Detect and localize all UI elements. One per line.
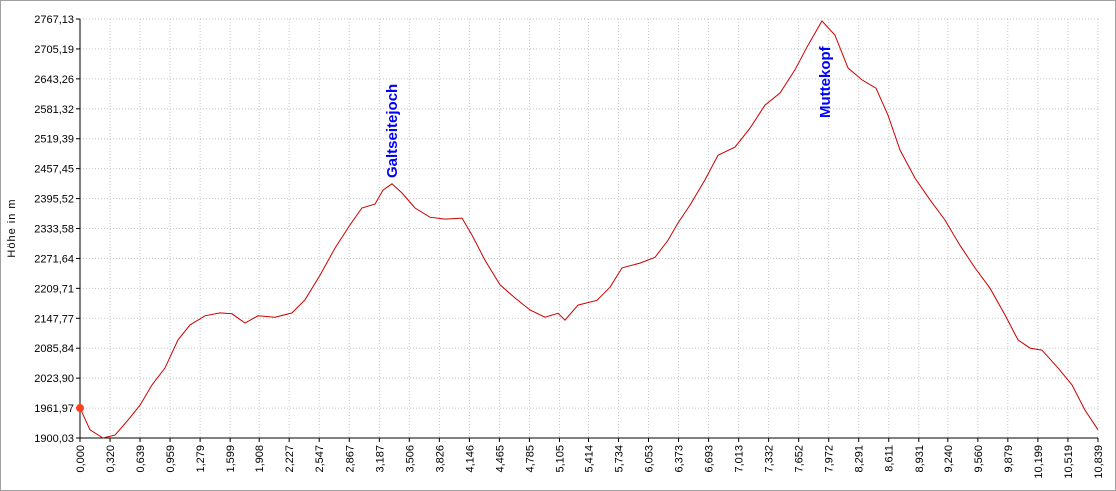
x-tick-label: 0,639 — [135, 445, 147, 473]
x-tick-label: 7,652 — [794, 445, 806, 473]
y-tick-label: 1900,03 — [34, 433, 74, 445]
y-tick-label: 2705,19 — [34, 44, 74, 56]
x-tick-label: 10,519 — [1063, 445, 1075, 479]
y-tick-label: 2767,13 — [34, 14, 74, 26]
y-tick-label: 2333,58 — [34, 224, 74, 236]
x-tick-label: 5,105 — [554, 445, 566, 473]
x-tick-label: 1,599 — [225, 445, 237, 473]
x-tick-label: 8,611 — [884, 445, 896, 472]
elevation-line — [79, 20, 1099, 439]
x-tick-label: 2,227 — [284, 445, 296, 473]
x-tick-label: 6,053 — [643, 445, 655, 473]
x-tick-label: 10,839 — [1093, 445, 1105, 479]
x-tick-label: 1,908 — [254, 445, 266, 473]
x-tick-label: 10,199 — [1033, 445, 1045, 479]
x-tick-label: 3,826 — [434, 445, 446, 473]
y-tick-label: 2023,90 — [34, 373, 74, 385]
x-tick-label: 1,279 — [195, 445, 207, 473]
x-tick-label: 9,560 — [973, 445, 985, 473]
y-tick-label: 2209,71 — [34, 283, 74, 295]
y-tick-label: 2271,64 — [34, 253, 74, 265]
x-tick-label: 0,000 — [75, 445, 87, 473]
peak-annotation: Muttekopf — [817, 45, 834, 118]
x-tick-label: 7,013 — [734, 445, 746, 473]
x-tick-label: 0,959 — [165, 445, 177, 473]
y-tick-label: 2643,26 — [34, 74, 74, 86]
x-tick-label: 2,867 — [344, 445, 356, 473]
x-tick-label: 7,332 — [764, 445, 776, 473]
x-tick-label: 6,693 — [704, 445, 716, 473]
x-tick-label: 3,187 — [374, 445, 386, 473]
start-marker — [76, 404, 84, 413]
x-tick-label: 9,879 — [1003, 445, 1015, 473]
peak-annotation: Galtseitejoch — [384, 84, 401, 178]
y-tick-label: 2581,32 — [34, 104, 74, 116]
x-tick-label: 5,734 — [614, 445, 626, 473]
y-tick-label: 2457,45 — [34, 164, 74, 176]
y-tick-label: 1961,97 — [34, 403, 74, 415]
x-tick-label: 4,785 — [524, 445, 536, 473]
x-tick-label: 5,414 — [583, 445, 595, 473]
x-tick-label: 4,146 — [464, 445, 476, 473]
y-tick-label: 2519,39 — [34, 134, 74, 146]
y-tick-label: 2147,77 — [34, 313, 74, 325]
x-tick-label: 9,240 — [943, 445, 955, 473]
x-tick-label: 8,931 — [914, 445, 926, 473]
x-tick-label: 2,547 — [314, 445, 326, 473]
x-tick-label: 8,291 — [854, 445, 866, 473]
y-tick-label: 2085,84 — [34, 343, 74, 355]
x-tick-label: 0,320 — [105, 445, 117, 473]
y-axis-label: Höhe in m — [6, 198, 18, 257]
x-tick-label: 7,972 — [824, 445, 836, 473]
y-tick-label: 2395,52 — [34, 194, 74, 206]
x-tick-label: 3,506 — [404, 445, 416, 473]
x-tick-label: 4,465 — [494, 445, 506, 473]
x-tick-label: 6,373 — [674, 445, 686, 473]
